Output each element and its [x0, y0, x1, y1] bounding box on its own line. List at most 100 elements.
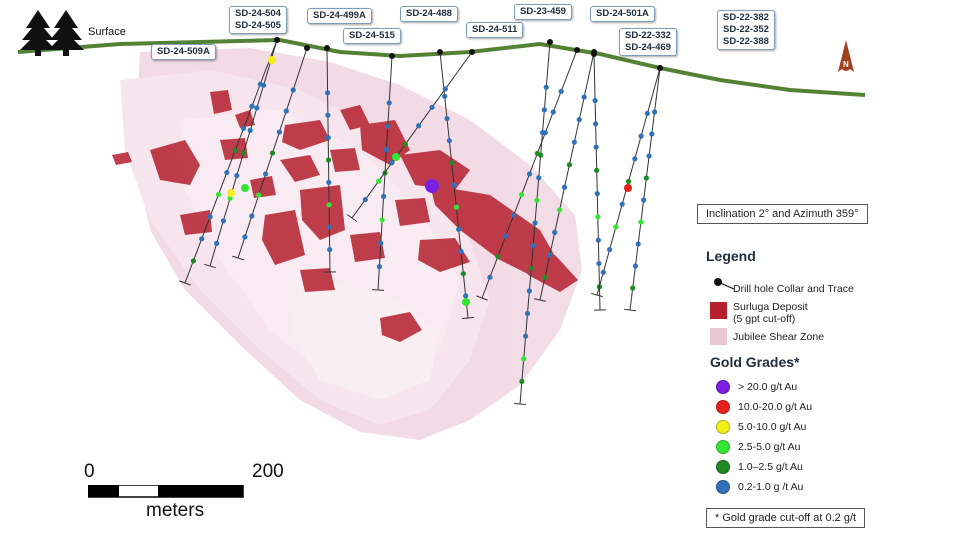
assay-point [327, 247, 333, 253]
drill-hole-callout: SD-22-382 SD-22-352 SD-22-388 [717, 10, 775, 50]
drill-hole-callout: SD-24-511 [466, 22, 524, 38]
assay-point [326, 179, 332, 185]
scale-start-label: 0 [84, 461, 95, 482]
drill-hole-callout: SD-24-501A [590, 6, 655, 22]
assay-point [456, 226, 462, 232]
assay-point [325, 112, 331, 118]
drill-hole-id: SD-24-511 [472, 24, 518, 35]
assay-point [552, 229, 558, 235]
scale-end-label: 200 [252, 461, 284, 482]
assay-point [503, 233, 509, 239]
assay-point [378, 240, 384, 246]
legend-title: Legend [706, 248, 756, 264]
assay-point [451, 182, 457, 188]
assay-point [595, 237, 601, 243]
assay-point [362, 196, 368, 203]
legend-deposit-line1: Surluga Deposit [733, 301, 808, 313]
assay-point [207, 214, 213, 220]
drill-hole-id: SD-24-501A [596, 8, 649, 19]
drill-hole-id: SD-22-352 [723, 24, 769, 35]
assay-point [630, 285, 636, 291]
north-arrow-icon [838, 40, 854, 72]
assay-point [594, 167, 600, 173]
assay-point [566, 162, 573, 168]
assay-point [536, 175, 542, 181]
assay-point [269, 150, 276, 156]
assay-point [495, 254, 501, 260]
assay-point [638, 219, 644, 225]
assay-point-high [392, 153, 400, 161]
orientation-note: Inclination 2° and Azimuth 359° [697, 204, 868, 224]
drill-trace [539, 51, 595, 301]
assay-point [402, 141, 408, 147]
drill-trace-end [476, 295, 488, 301]
cutoff-note: * Gold grade cut-off at 0.2 g/t [706, 508, 866, 528]
assay-point [526, 171, 533, 177]
assay-point [224, 169, 230, 176]
assay-point [254, 105, 260, 111]
assay-point [386, 100, 392, 106]
drill-collar [657, 65, 663, 71]
assay-point [463, 293, 469, 299]
assay-point [389, 160, 395, 166]
drill-collar [389, 53, 395, 59]
surface-label: Surface [88, 26, 126, 38]
drill-hole-id: SD-24-505 [235, 20, 281, 31]
drill-trace-end [204, 263, 216, 269]
tree-icon [20, 10, 56, 56]
assay-point [534, 197, 540, 203]
drill-trace-end [232, 255, 244, 261]
assay-point [199, 236, 205, 242]
drill-hole-callout: SD-23-459 [514, 4, 572, 20]
assay-point [283, 108, 289, 114]
assay-point [263, 171, 269, 177]
assay-point-high [268, 56, 276, 64]
assay-point [429, 104, 435, 110]
assay-point [526, 288, 532, 294]
legend-drill-hole: Drill hole Collar and Trace [733, 283, 854, 295]
assay-point [543, 84, 549, 90]
assay-point [521, 356, 527, 362]
assay-point [607, 247, 613, 253]
drill-hole-id: SD-24-469 [625, 42, 671, 53]
drill-hole-id: SD-22-332 [625, 30, 671, 41]
drill-trace-end [534, 298, 546, 302]
grade-swatch [716, 400, 730, 414]
assay-point [376, 264, 382, 270]
drill-trace-end [371, 289, 385, 291]
grade-label: 10.0-20.0 g/t Au [738, 401, 813, 413]
assay-point [592, 97, 598, 104]
assay-point [593, 121, 599, 127]
drill-hole-legend-icon [714, 278, 735, 290]
drill-trace [184, 39, 278, 284]
assay-point [261, 82, 267, 88]
north-label: N [843, 60, 849, 69]
assay-point [542, 274, 548, 281]
assay-point [379, 217, 385, 223]
assay-point [376, 178, 382, 184]
assay-point [385, 123, 391, 129]
legend-shear-swatch [710, 328, 727, 345]
assay-point [416, 123, 422, 129]
assay-point [528, 265, 534, 271]
grade-swatch [716, 480, 730, 494]
assay-point [240, 150, 247, 156]
drill-hole-callout: SD-24-504 SD-24-505 [229, 6, 287, 34]
assay-point [442, 86, 448, 92]
assay-point [325, 135, 331, 141]
assay-point [596, 260, 602, 267]
drill-collar [547, 39, 553, 45]
assay-point [325, 157, 332, 163]
assay-point [581, 94, 587, 100]
assay-point [557, 207, 563, 213]
drill-hole-id: SD-22-382 [723, 12, 769, 23]
assay-point [276, 129, 282, 135]
assay-point [619, 201, 625, 207]
assay-point [571, 139, 577, 145]
assay-point-high [241, 184, 249, 192]
assay-point [646, 153, 652, 159]
assay-point-high [624, 184, 632, 192]
grade-label: > 20.0 g/t Au [738, 381, 798, 393]
assay-point [325, 90, 331, 96]
